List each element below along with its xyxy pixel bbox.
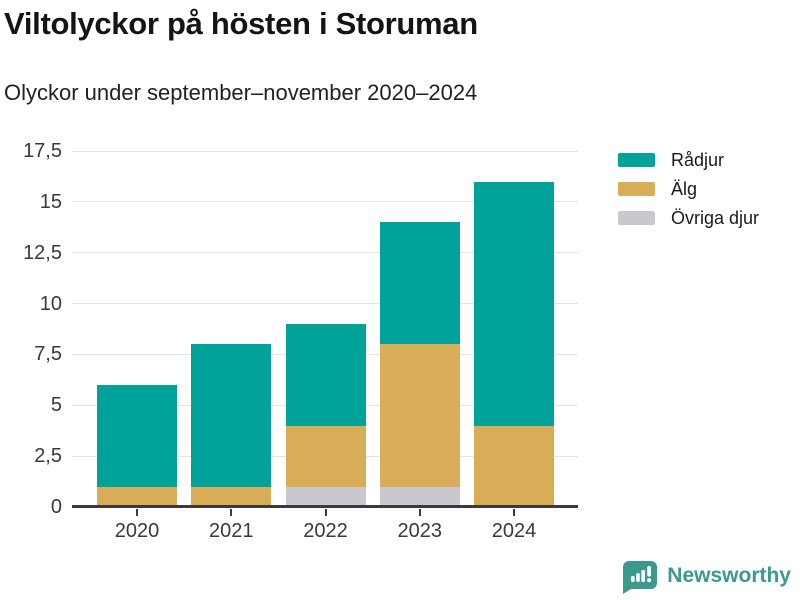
chart-title: Viltolyckor på hösten i Storuman: [4, 6, 478, 41]
legend-swatch: [618, 182, 655, 196]
chart-subtitle: Olyckor under september–november 2020–20…: [4, 80, 478, 105]
bar-segment: [285, 425, 366, 487]
legend-swatch: [618, 211, 655, 225]
legend-swatch: [618, 153, 655, 167]
bar-segment: [285, 323, 366, 426]
stacked-bar-2020: [97, 384, 177, 507]
x-axis-tick-label: 2021: [209, 520, 254, 542]
y-axis-tick-label: 10: [39, 292, 62, 315]
x-axis-line: [72, 505, 578, 508]
bar-segment: [191, 344, 272, 487]
x-axis-tick: [136, 509, 138, 516]
bar-segment: [97, 384, 177, 487]
x-axis-tick: [324, 509, 327, 516]
x-axis-tick-label: 2020: [114, 520, 160, 542]
y-axis-tick-label: 0: [50, 496, 62, 518]
brand-name: Newsworthy: [667, 564, 791, 587]
stacked-bar-2023: [379, 222, 460, 507]
y-axis-tick-label: 17,5: [23, 140, 62, 162]
y-axis-tick-label: 12,5: [23, 241, 62, 264]
stacked-bar-2024: [474, 181, 554, 507]
bar-segment: [379, 222, 460, 345]
brand-footer: Newsworthy: [621, 558, 791, 594]
x-axis-tick-label: 2023: [397, 520, 443, 542]
legend-label: Älg: [671, 179, 698, 199]
x-axis-tick: [418, 509, 421, 516]
bar-segment: [379, 486, 460, 507]
legend-item: Rådjur: [618, 150, 759, 170]
gridline: [72, 303, 578, 305]
legend-item: Älg: [618, 179, 759, 199]
gridline: [72, 150, 578, 152]
legend-item: Övriga djur: [618, 208, 759, 228]
gridline: [72, 252, 578, 254]
newsworthy-logo-icon: [623, 561, 658, 594]
y-axis-tick-label: 15: [39, 190, 62, 213]
y-axis-tick-label: 7,5: [34, 343, 62, 366]
x-axis-tick-label: 2024: [491, 520, 537, 542]
bar-segment: [474, 425, 554, 507]
x-axis-tick-label: 2022: [303, 520, 348, 542]
legend-label: Övriga djur: [671, 208, 760, 228]
y-axis-tick-label: 2,5: [34, 445, 62, 468]
stacked-bar-2022: [285, 323, 366, 507]
bar-segment: [474, 181, 554, 426]
bar-segment: [285, 486, 366, 507]
stacked-bar-2021: [191, 344, 272, 507]
bar-segment: [97, 486, 177, 507]
legend-label: Rådjur: [671, 150, 725, 170]
x-axis-tick: [513, 509, 515, 516]
bar-segment: [191, 486, 272, 507]
x-axis-tick: [230, 509, 233, 516]
legend: Rådjur Älg Övriga djur: [618, 150, 759, 228]
plot-area: 0 2,5 5 7,5 10 12,5 15 17,5 2020 2021 2022 2023 202…: [23, 141, 578, 542]
bar-segment: [379, 344, 460, 487]
y-axis-tick-label: 5: [50, 394, 62, 417]
gridline: [72, 201, 578, 203]
